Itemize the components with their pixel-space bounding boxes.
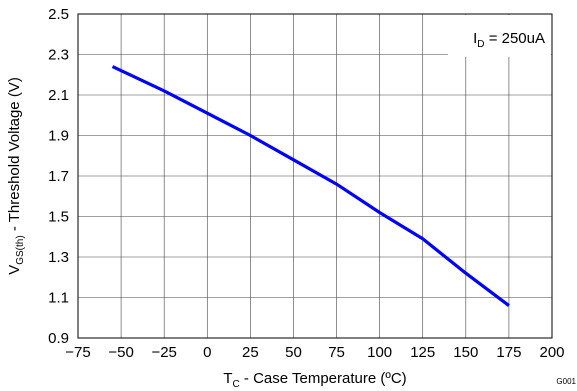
y-tick-label: 0.9 [48, 330, 69, 347]
grid [78, 14, 552, 338]
x-tick-label: 100 [367, 344, 392, 361]
plot-border [77, 13, 553, 339]
y-tick-label: 2.3 [48, 47, 69, 64]
figure-id: G001 [556, 377, 576, 386]
y-tick-label: 1.3 [48, 249, 69, 266]
y-tick-label: 1.9 [48, 128, 69, 145]
x-tick-label: 125 [410, 344, 435, 361]
x-tick-label: 75 [328, 344, 345, 361]
y-tick-label: 1.7 [48, 168, 69, 185]
y-axis-title-main: V [6, 265, 23, 275]
x-tick-label: 25 [242, 344, 259, 361]
x-tick-label: −25 [151, 344, 176, 361]
x-tick-label: −50 [108, 344, 133, 361]
legend-annotation-sub: D [477, 39, 484, 50]
y-axis-title-sub: GS(th) [15, 235, 26, 264]
x-tick-label: −75 [65, 344, 90, 361]
legend-annotation-rest: = 250uA [485, 30, 545, 47]
x-axis-title: TC - Case Temperature (ºC) [223, 370, 406, 390]
legend-annotation-main: I [473, 30, 477, 47]
x-tick-label: 200 [539, 344, 564, 361]
y-tick-label: 1.1 [48, 290, 69, 307]
x-tick-label: 0 [203, 344, 211, 361]
x-axis-title-main: T [223, 370, 232, 387]
y-axis-title-rest: - Threshold Voltage (V) [6, 77, 23, 235]
y-tick-label: 2.1 [48, 87, 69, 104]
x-tick-label: 150 [453, 344, 478, 361]
y-tick-label: 1.5 [48, 209, 69, 226]
x-tick-label: 175 [496, 344, 521, 361]
x-tick-label: 50 [285, 344, 302, 361]
series-line-0 [111, 65, 510, 307]
x-tick-labels: −75 −50 −25 0 25 50 75 100 125 150 175 200 [65, 344, 564, 361]
x-axis-title-rest: - Case Temperature (ºC) [240, 370, 407, 387]
y-axis-title: VGS(th) - Threshold Voltage (V) [6, 77, 26, 275]
x-axis-title-sub: C [233, 379, 240, 390]
legend-box [448, 15, 551, 57]
series-lines [111, 65, 510, 307]
legend-annotation: ID = 250uA [473, 30, 545, 50]
y-tick-labels: 0.9 1.1 1.3 1.5 1.7 1.9 2.1 2.3 2.5 [48, 6, 69, 347]
y-tick-label: 2.5 [48, 6, 69, 23]
